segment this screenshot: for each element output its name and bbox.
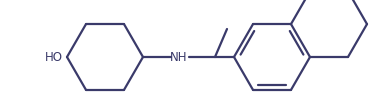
Text: HO: HO bbox=[45, 51, 63, 63]
Text: NH: NH bbox=[170, 51, 188, 63]
